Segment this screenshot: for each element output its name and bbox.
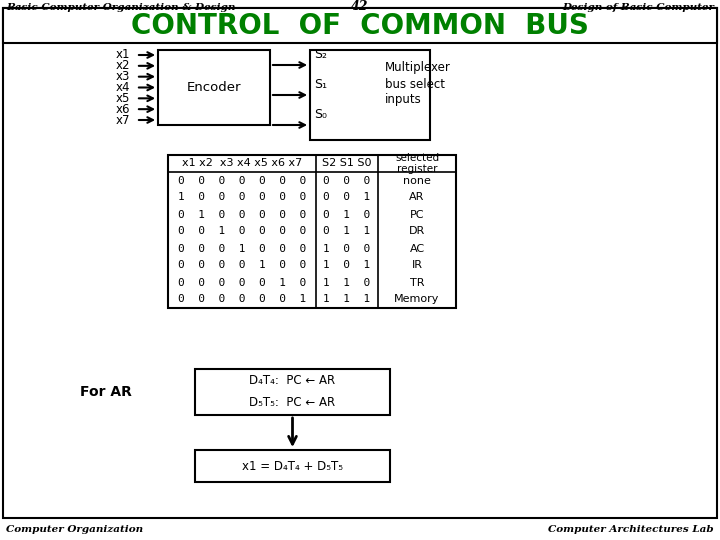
Text: x1 = D₄T₄ + D₅T₅: x1 = D₄T₄ + D₅T₅ xyxy=(242,460,343,472)
Bar xyxy=(168,155,456,308)
Text: Basic Computer Organization & Design: Basic Computer Organization & Design xyxy=(6,3,235,11)
Text: AR: AR xyxy=(409,192,425,202)
Text: 42: 42 xyxy=(351,1,369,14)
Text: x1 x2  x3 x4 x5 x6 x7: x1 x2 x3 x4 x5 x6 x7 xyxy=(182,159,302,168)
Text: x7: x7 xyxy=(116,113,130,126)
Text: S₁: S₁ xyxy=(314,78,327,91)
Text: PC: PC xyxy=(410,210,424,219)
Text: AC: AC xyxy=(410,244,425,253)
Bar xyxy=(195,450,390,482)
Text: 1  1  1: 1 1 1 xyxy=(323,294,371,305)
Text: 0  0  0  0  0  1  0: 0 0 0 0 0 1 0 xyxy=(178,278,306,287)
Text: 1  0  0  0  0  0  0: 1 0 0 0 0 0 0 xyxy=(178,192,306,202)
Text: 0  0  1  0  0  0  0: 0 0 1 0 0 0 0 xyxy=(178,226,306,237)
Text: x1: x1 xyxy=(116,49,130,62)
Text: 0  0  1: 0 0 1 xyxy=(323,192,371,202)
Text: 0  1  1: 0 1 1 xyxy=(323,226,371,237)
Text: selected
register: selected register xyxy=(395,153,439,174)
Text: Design of Basic Computer: Design of Basic Computer xyxy=(562,3,714,11)
Text: none: none xyxy=(403,176,431,186)
Text: 1  1  0: 1 1 0 xyxy=(323,278,371,287)
Text: D₅T₅:  PC ← AR: D₅T₅: PC ← AR xyxy=(249,396,336,409)
Text: x6: x6 xyxy=(116,103,130,116)
Bar xyxy=(3,8,717,43)
Bar xyxy=(195,369,390,415)
Text: 0  1  0: 0 1 0 xyxy=(323,210,371,219)
Text: IR: IR xyxy=(412,260,423,271)
Bar xyxy=(158,50,270,125)
Text: x5: x5 xyxy=(116,92,130,105)
Text: S₀: S₀ xyxy=(314,108,327,121)
Text: Encoder: Encoder xyxy=(186,81,241,94)
Text: 0  0  0  0  0  0  0: 0 0 0 0 0 0 0 xyxy=(178,176,306,186)
Text: D₄T₄:  PC ← AR: D₄T₄: PC ← AR xyxy=(249,375,336,388)
Text: Computer Architectures Lab: Computer Architectures Lab xyxy=(549,525,714,535)
Text: inputs: inputs xyxy=(384,93,421,106)
Text: 0  0  0  1  0  0  0: 0 0 0 1 0 0 0 xyxy=(178,244,306,253)
Bar xyxy=(310,50,430,140)
Text: 0  0  0  0  1  0  0: 0 0 0 0 1 0 0 xyxy=(178,260,306,271)
Text: Computer Organization: Computer Organization xyxy=(6,525,143,535)
Text: For AR: For AR xyxy=(80,385,132,399)
Text: x2: x2 xyxy=(116,59,130,72)
Text: 1  0  0: 1 0 0 xyxy=(323,244,371,253)
Text: CONTROL  OF  COMMON  BUS: CONTROL OF COMMON BUS xyxy=(131,12,589,40)
Text: 1  0  1: 1 0 1 xyxy=(323,260,371,271)
Text: 0  0  0: 0 0 0 xyxy=(323,176,371,186)
Text: Memory: Memory xyxy=(395,294,440,305)
Text: 0  1  0  0  0  0  0: 0 1 0 0 0 0 0 xyxy=(178,210,306,219)
Text: 0  0  0  0  0  0  1: 0 0 0 0 0 0 1 xyxy=(178,294,306,305)
Text: S₂: S₂ xyxy=(314,48,327,61)
Text: DR: DR xyxy=(409,226,425,237)
Text: TR: TR xyxy=(410,278,424,287)
Text: x4: x4 xyxy=(116,81,130,94)
Text: Multiplexer: Multiplexer xyxy=(384,62,451,75)
Text: x3: x3 xyxy=(116,70,130,83)
Text: S2 S1 S0: S2 S1 S0 xyxy=(323,159,372,168)
Text: bus select: bus select xyxy=(384,78,445,91)
